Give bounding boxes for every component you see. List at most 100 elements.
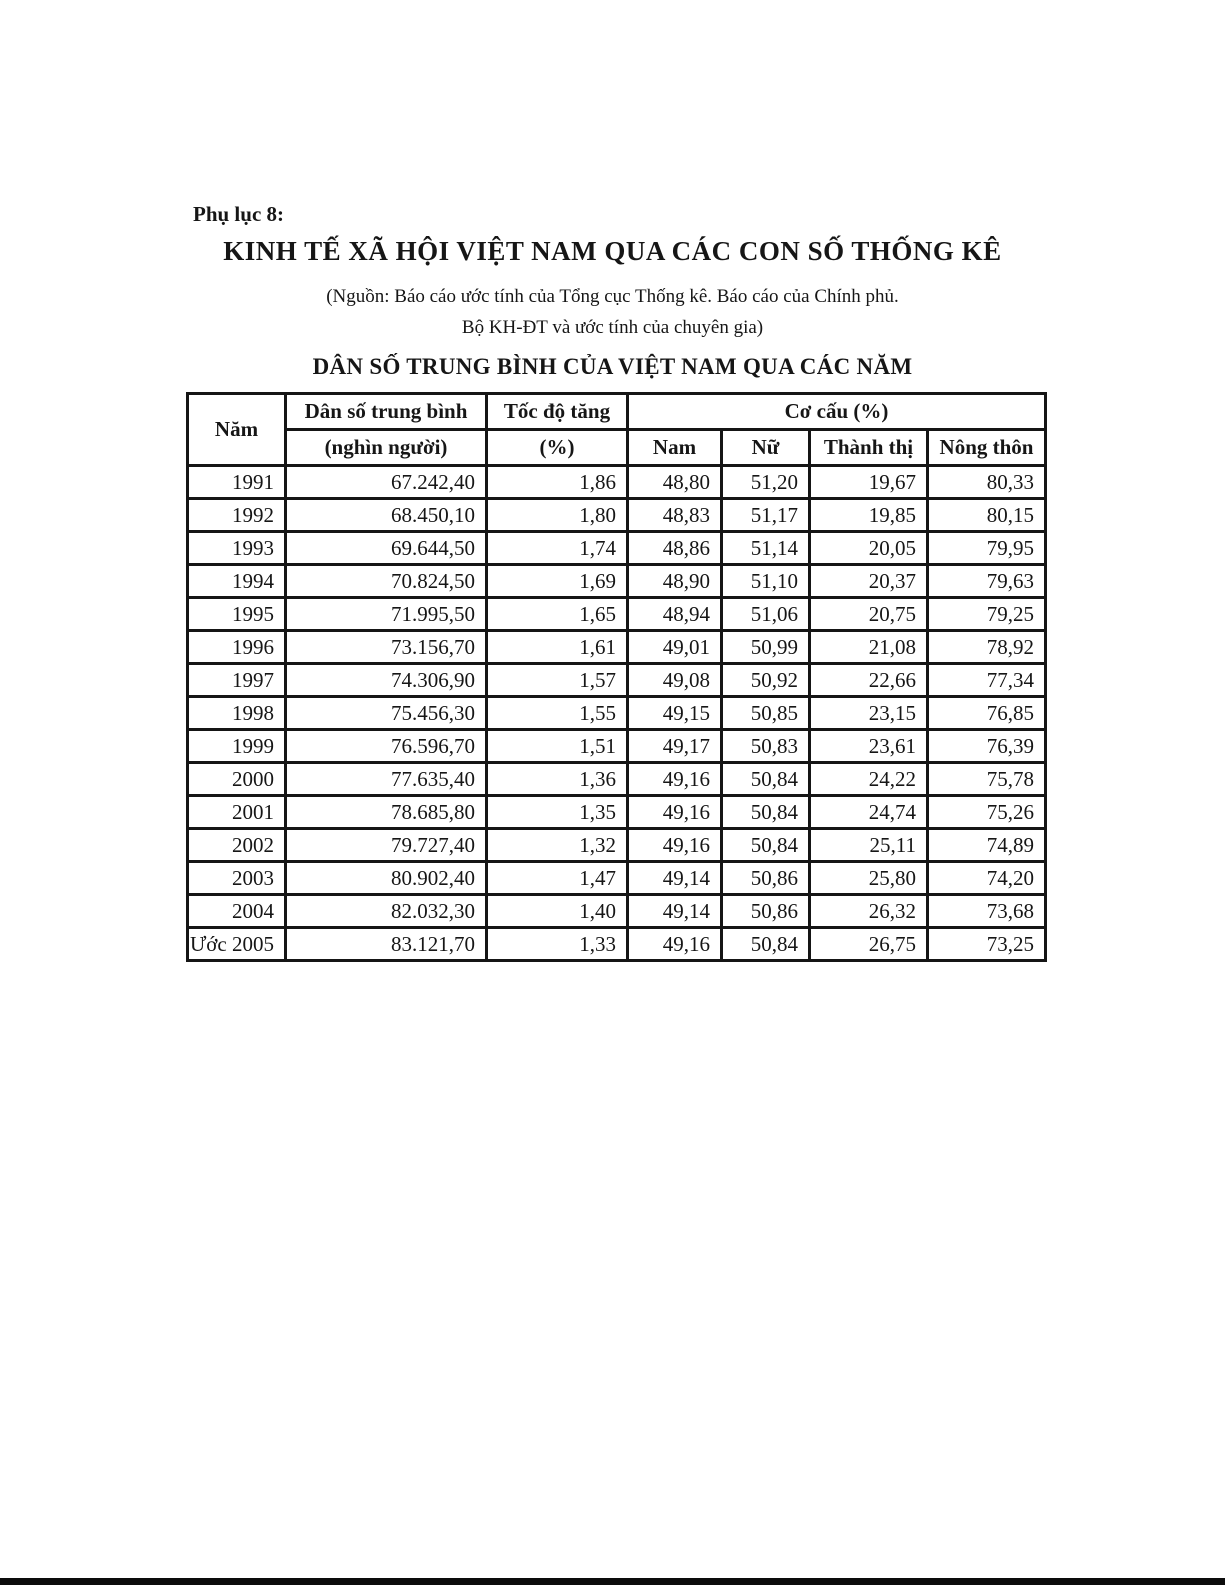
table-cell: 48,80	[626, 464, 723, 500]
table-cell: 26,32	[808, 893, 929, 929]
table-cell: 51,20	[720, 464, 811, 500]
table-cell: 1,69	[485, 563, 629, 599]
table-cell: 48,90	[626, 563, 723, 599]
table-cell: 50,99	[720, 629, 811, 665]
table-cell: 2001	[186, 794, 287, 830]
table-cell: 75.456,30	[284, 695, 488, 731]
table-cell: 67.242,40	[284, 464, 488, 500]
table-cell: 50,84	[720, 761, 811, 797]
table-row: 1999 76.596,70 1,51 49,17 50,83 23,61 76,39	[186, 728, 1048, 764]
table-cell: 48,86	[626, 530, 723, 566]
table-cell: 1992	[186, 497, 287, 533]
table-cell: 75,78	[925, 761, 1048, 797]
table-cell: 2000	[186, 761, 287, 797]
table-cell: 49,16	[626, 827, 723, 863]
header-urban: Thành thị	[808, 428, 929, 467]
table-cell: 50,92	[720, 662, 811, 698]
table-cell: 51,06	[720, 596, 811, 632]
table-row: 2001 78.685,80 1,35 49,16 50,84 24,74 75,26	[186, 794, 1048, 830]
header-male: Nam	[626, 428, 723, 467]
table-cell: 1,51	[485, 728, 629, 764]
table-cell: 80,33	[925, 464, 1048, 500]
table-cell: 1991	[186, 464, 287, 500]
table-cell: 78,92	[925, 629, 1048, 665]
table-cell: 1996	[186, 629, 287, 665]
source-note-line1: (Nguồn: Báo cáo ước tính của Tổng cục Th…	[326, 286, 899, 307]
table-cell: 1,86	[485, 464, 629, 500]
table-row: 1998 75.456,30 1,55 49,15 50,85 23,15 76,85	[186, 695, 1048, 731]
table-cell: 50,85	[720, 695, 811, 731]
table-cell: 73.156,70	[284, 629, 488, 665]
table-cell: 24,22	[808, 761, 929, 797]
table-cell: 76,39	[925, 728, 1048, 764]
table-cell: 49,01	[626, 629, 723, 665]
table-cell: 50,83	[720, 728, 811, 764]
table-cell: 49,16	[626, 794, 723, 830]
table-cell: 68.450,10	[284, 497, 488, 533]
header-year: Năm	[186, 392, 287, 467]
table-cell: 82.032,30	[284, 893, 488, 929]
table-row: 1997 74.306,90 1,57 49,08 50,92 22,66 77,34	[186, 662, 1048, 698]
table-cell: 49,16	[626, 926, 723, 962]
table-cell: 20,37	[808, 563, 929, 599]
table-cell: 24,74	[808, 794, 929, 830]
table-cell: 1997	[186, 662, 287, 698]
table-cell: 20,05	[808, 530, 929, 566]
table-row: 2004 82.032,30 1,40 49,14 50,86 26,32 73,68	[186, 893, 1048, 929]
table-cell: 1,80	[485, 497, 629, 533]
table-cell: 1,74	[485, 530, 629, 566]
population-table: Năm Dân số trung bình Tốc độ tăng Cơ cấu…	[186, 392, 1048, 962]
table-cell: 48,83	[626, 497, 723, 533]
table-cell: 76,85	[925, 695, 1048, 731]
table-cell: 1994	[186, 563, 287, 599]
table-cell: 74,20	[925, 860, 1048, 896]
table-cell: 1,36	[485, 761, 629, 797]
header-growth-unit: (%)	[485, 428, 629, 467]
table-cell: 50,86	[720, 860, 811, 896]
scan-edge-bar	[0, 1578, 1225, 1585]
table-cell: 80,15	[925, 497, 1048, 533]
table-cell: 77.635,40	[284, 761, 488, 797]
table-cell: 25,80	[808, 860, 929, 896]
table-cell: 1,33	[485, 926, 629, 962]
table-cell: 1998	[186, 695, 287, 731]
table-cell: 25,11	[808, 827, 929, 863]
table-cell: 1,35	[485, 794, 629, 830]
table-cell: 73,25	[925, 926, 1048, 962]
table-cell: 1,32	[485, 827, 629, 863]
table-cell: 1,47	[485, 860, 629, 896]
table-row: 1993 69.644,50 1,74 48,86 51,14 20,05 79,95	[186, 530, 1048, 566]
table-cell: 1,65	[485, 596, 629, 632]
table-cell: 50,84	[720, 794, 811, 830]
table-cell: 26,75	[808, 926, 929, 962]
table-cell: 2003	[186, 860, 287, 896]
table-cell: 19,67	[808, 464, 929, 500]
table-row: 2003 80.902,40 1,47 49,14 50,86 25,80 74,20	[186, 860, 1048, 896]
table-body: 1991 67.242,40 1,86 48,80 51,20 19,67 80,33 199…	[186, 464, 1048, 962]
table-cell: Ước 2005	[186, 926, 287, 962]
table-cell: 49,17	[626, 728, 723, 764]
table-cell: 74.306,90	[284, 662, 488, 698]
table-cell: 50,84	[720, 926, 811, 962]
table-cell: 49,16	[626, 761, 723, 797]
table-cell: 51,17	[720, 497, 811, 533]
table-row: 1992 68.450,10 1,80 48,83 51,17 19,85 80,15	[186, 497, 1048, 533]
table-cell: 71.995,50	[284, 596, 488, 632]
table-cell: 23,15	[808, 695, 929, 731]
table-cell: 22,66	[808, 662, 929, 698]
table-cell: 49,15	[626, 695, 723, 731]
header-rural: Nông thôn	[925, 428, 1048, 467]
table-cell: 1,55	[485, 695, 629, 731]
table-row: Ước 2005 83.121,70 1,33 49,16 50,84 26,75 73,2…	[186, 926, 1048, 962]
table-cell: 2002	[186, 827, 287, 863]
table-row: 1991 67.242,40 1,86 48,80 51,20 19,67 80,33	[186, 464, 1048, 500]
header-population-unit: (nghìn người)	[284, 428, 488, 467]
table-cell: 1,57	[485, 662, 629, 698]
table-cell: 1,61	[485, 629, 629, 665]
appendix-label: Phụ lục 8:	[193, 202, 285, 226]
table-cell: 48,94	[626, 596, 723, 632]
table-cell: 50,84	[720, 827, 811, 863]
table-cell: 73,68	[925, 893, 1048, 929]
table-cell: 49,14	[626, 893, 723, 929]
page-title: KINH TẾ XÃ HỘI VIỆT NAM QUA CÁC CON SỐ T…	[223, 236, 1002, 266]
